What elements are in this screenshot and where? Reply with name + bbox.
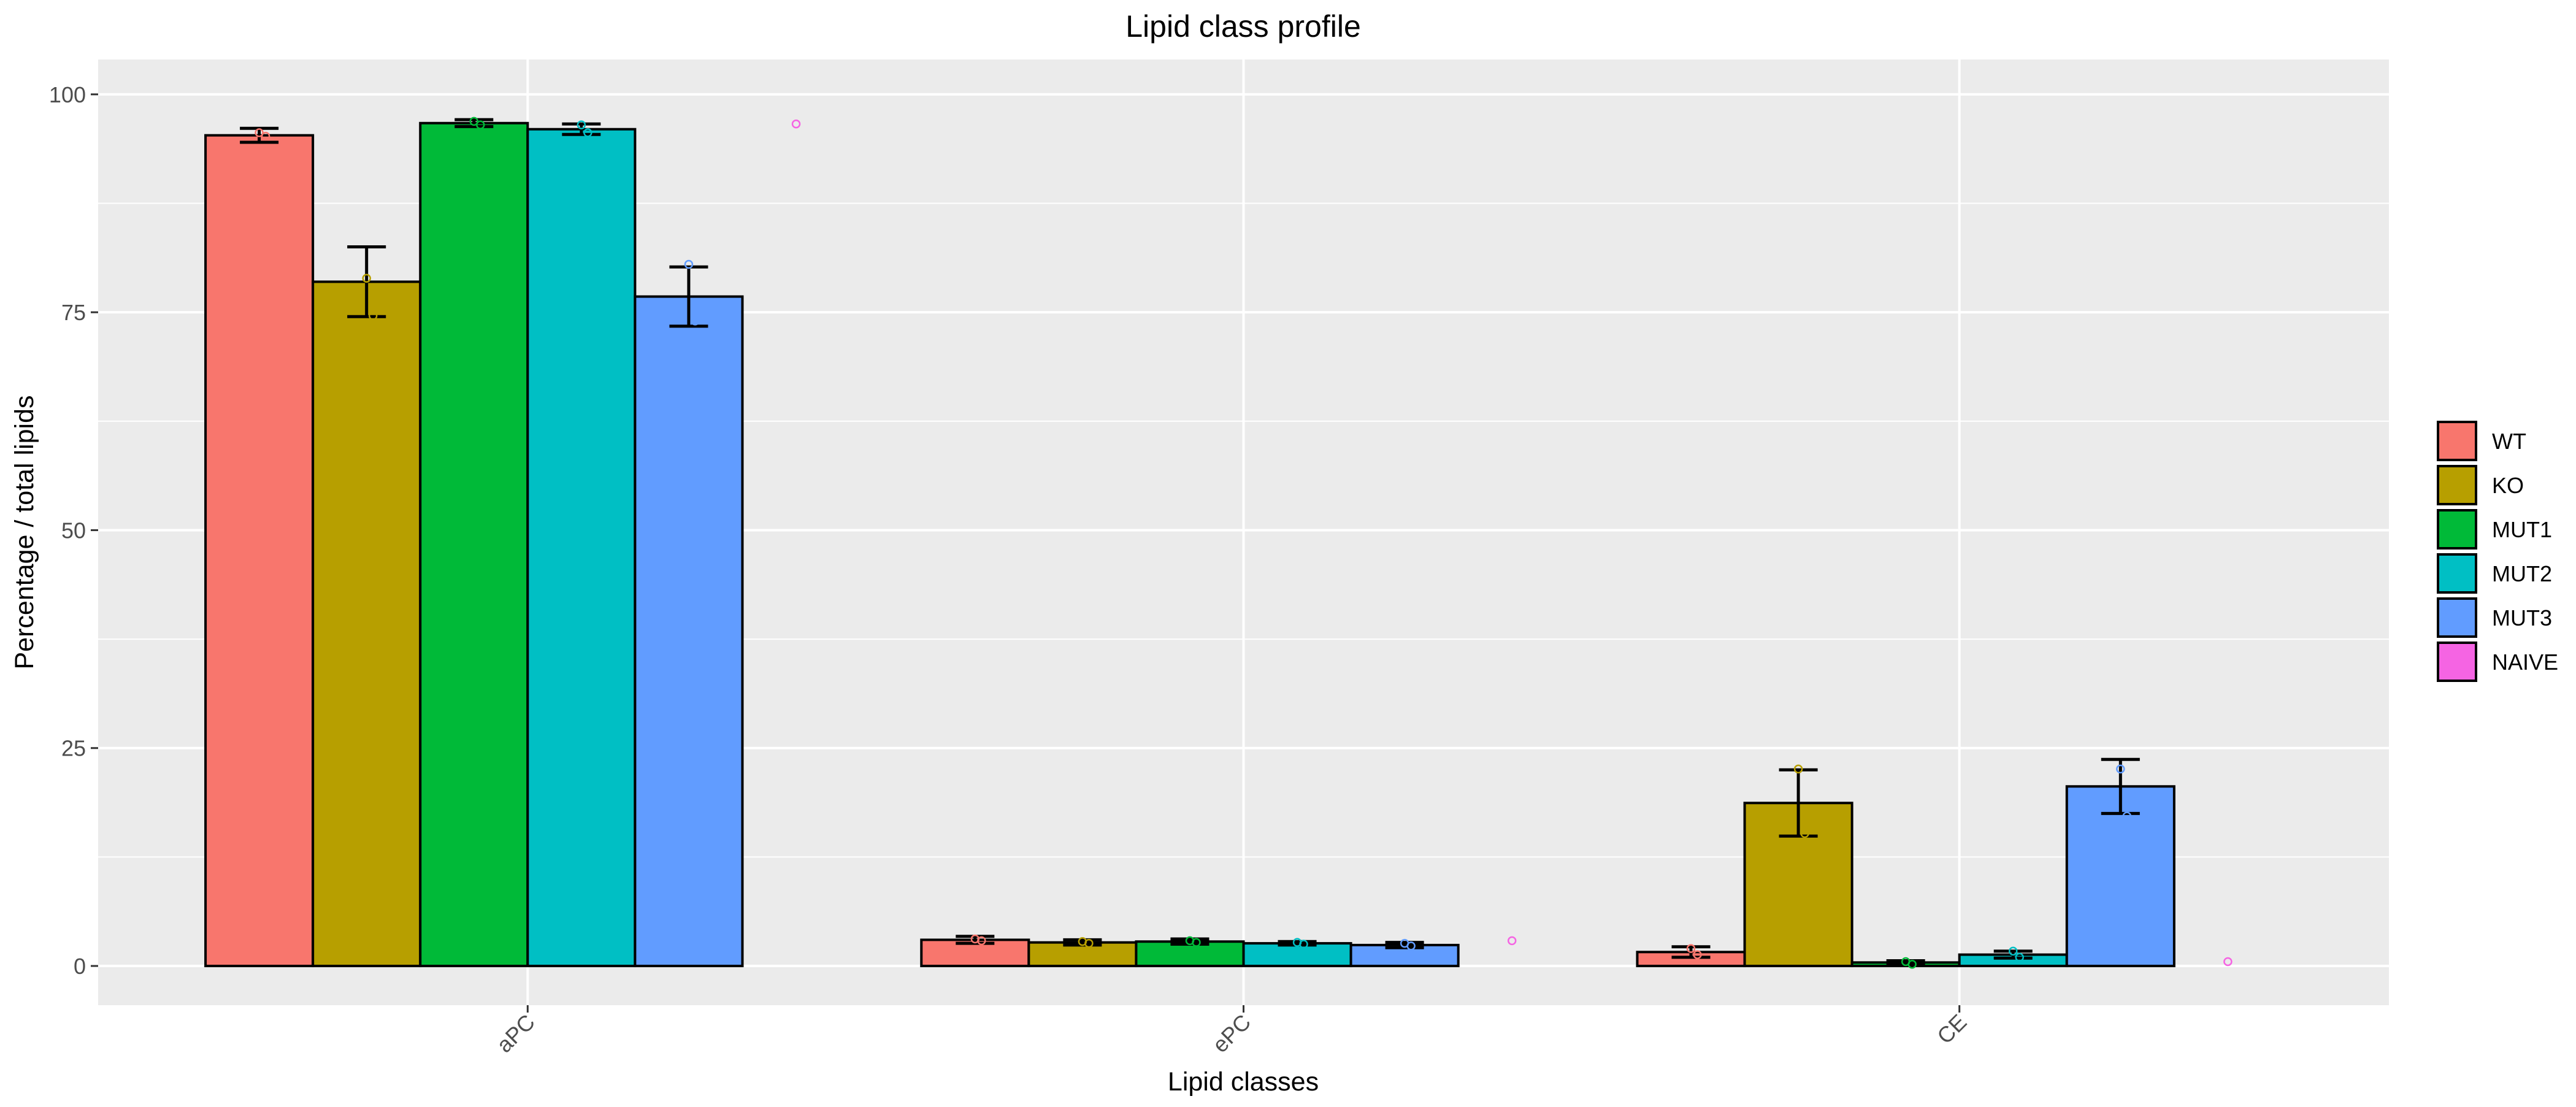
points-layer: [255, 117, 2233, 969]
legend-swatch-wt: [2437, 421, 2477, 461]
legend: WT KO MUT1 MUT2 MUT3 NAIVE: [2437, 421, 2558, 682]
y-tick-label: 75: [61, 300, 86, 325]
bars-layer: [204, 121, 2175, 968]
data-point-wt: [977, 936, 986, 946]
data-point-mut2: [2015, 952, 2024, 962]
data-point-naive: [791, 119, 801, 129]
legend-label-naive: NAIVE: [2492, 649, 2558, 675]
data-point-mut1: [1192, 938, 1201, 947]
data-point-ko: [1793, 764, 1803, 774]
legend-swatch-mut2: [2437, 553, 2477, 594]
data-point-ko: [368, 311, 378, 321]
legend-label-mut2: MUT2: [2492, 561, 2552, 586]
data-point-mut1: [1907, 959, 1917, 969]
data-point-mut2: [2008, 946, 2018, 956]
chart-title: Lipid class profile: [1125, 9, 1361, 44]
legend-swatch-ko: [2437, 465, 2477, 505]
data-point-mut1: [469, 117, 479, 126]
bar-mut2-apc: [526, 128, 637, 968]
legend-swatch-mut3: [2437, 597, 2477, 638]
data-point-ko: [1084, 938, 1094, 948]
y-tick-label: 100: [49, 82, 86, 107]
data-point-mut3: [2122, 811, 2132, 821]
bar-mut3-ce: [2065, 785, 2175, 968]
y-axis-title: Percentage / total lipids: [10, 396, 39, 670]
data-point-wt: [1693, 950, 1702, 959]
y-tick-label: 0: [74, 954, 86, 979]
legend-label-ko: KO: [2492, 473, 2524, 498]
data-point-wt: [261, 131, 270, 141]
data-point-wt: [255, 128, 264, 137]
legend-label-mut1: MUT1: [2492, 517, 2552, 542]
data-point-mut2: [1299, 940, 1308, 949]
data-point-mut2: [583, 128, 592, 137]
y-tick-label: 25: [61, 736, 86, 761]
data-point-mut3: [691, 316, 700, 326]
data-point-wt: [1686, 944, 1696, 953]
y-tick-label: 50: [61, 518, 86, 543]
bar-mut3-apc: [634, 295, 744, 968]
data-point-mut3: [2116, 764, 2125, 774]
y-axis: 0 25 50 75 100: [49, 82, 98, 979]
data-point-mut2: [577, 120, 586, 129]
bar-wt-apc: [204, 134, 315, 968]
data-point-mut3: [1406, 941, 1416, 951]
legend-swatch-naive: [2437, 642, 2477, 682]
data-point-mut3: [684, 259, 694, 269]
data-point-mut1: [476, 120, 485, 129]
x-axis-title: Lipid classes: [1168, 1067, 1319, 1097]
bar-mut1-apc: [419, 121, 529, 968]
data-point-ko: [1800, 829, 1809, 838]
legend-swatch-mut1: [2437, 509, 2477, 550]
legend-label-wt: WT: [2492, 429, 2526, 454]
data-point-naive: [2223, 957, 2233, 967]
data-point-ko: [362, 274, 371, 283]
data-point-naive: [1507, 936, 1517, 946]
bar-ko-apc: [312, 280, 422, 968]
legend-label-mut3: MUT3: [2492, 605, 2552, 630]
